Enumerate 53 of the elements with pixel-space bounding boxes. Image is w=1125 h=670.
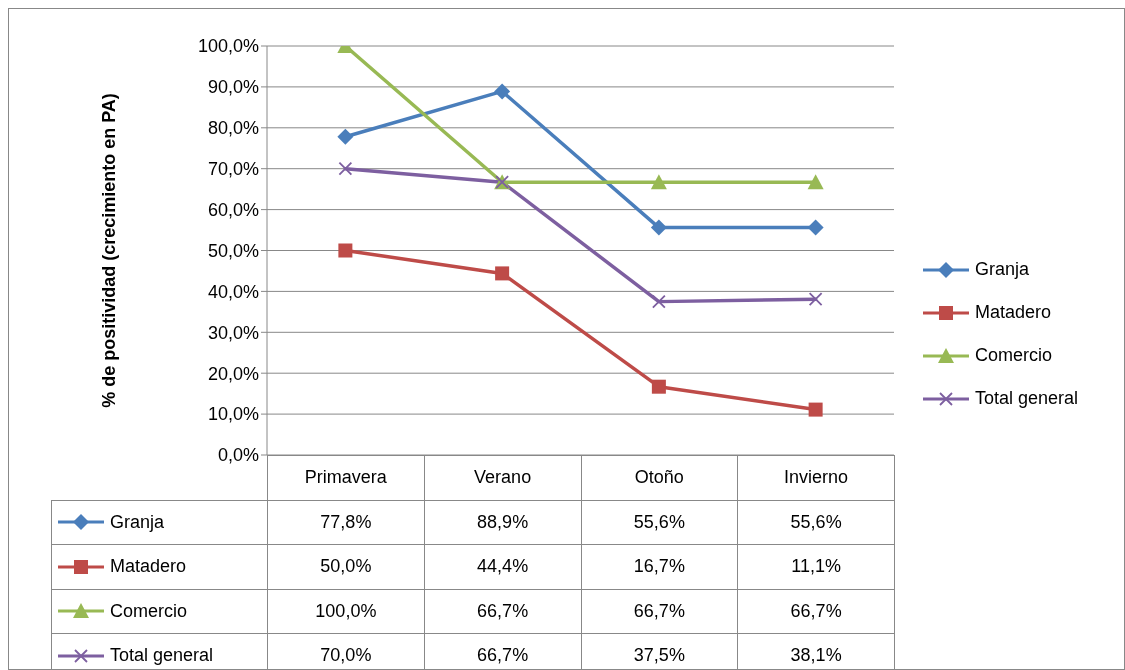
data-label: 38,1% — [737, 633, 895, 670]
y-tick-label: 10,0% — [207, 404, 259, 425]
legend-label: Total general — [975, 388, 1079, 409]
point — [338, 243, 353, 258]
y-tick-label: 20,0% — [207, 363, 259, 384]
point — [807, 219, 824, 236]
y-tick-label: 30,0% — [207, 322, 259, 343]
point — [494, 83, 511, 100]
x-tick-label: Verano — [423, 455, 582, 501]
text: Matadero — [110, 556, 187, 577]
point — [650, 219, 667, 236]
data-label: 11,1% — [737, 544, 895, 590]
data-label: 66,7% — [737, 588, 895, 634]
y-tick-label: 90,0% — [207, 77, 259, 98]
data-label: 50,0% — [267, 544, 425, 590]
y-tick-label: 70,0% — [207, 159, 259, 180]
y-axis-title: % de positividad (crecimiento en PA) — [99, 93, 120, 408]
data-label: 100,0% — [267, 588, 425, 634]
y-tick-label: 0,0% — [217, 445, 259, 466]
point — [650, 174, 667, 190]
point — [808, 402, 823, 417]
data-label: 44,4% — [423, 544, 582, 590]
data-label: 55,6% — [737, 499, 895, 545]
legend-label: Matadero — [975, 302, 1052, 323]
y-tick-label: 100,0% — [197, 36, 259, 57]
data-label: 55,6% — [580, 499, 739, 545]
point — [495, 266, 510, 281]
y-tick-label: 60,0% — [207, 199, 259, 220]
data-label: 77,8% — [267, 499, 425, 545]
text: Total general — [110, 645, 214, 666]
text: Comercio — [110, 600, 188, 621]
data-label: 66,7% — [423, 588, 582, 634]
data-label: 16,7% — [580, 544, 739, 590]
legend-label: Comercio — [975, 345, 1053, 366]
point — [807, 174, 824, 190]
data-label: 37,5% — [580, 633, 739, 670]
point — [337, 128, 354, 145]
point — [338, 161, 353, 176]
point — [808, 292, 823, 307]
y-tick-label: 50,0% — [207, 240, 259, 261]
data-label: 70,0% — [267, 633, 425, 670]
y-tick-label: 40,0% — [207, 281, 259, 302]
x-tick-label: Primavera — [267, 455, 425, 501]
data-label: 88,9% — [423, 499, 582, 545]
data-label: 66,7% — [580, 588, 739, 634]
x-tick-label: Otoño — [580, 455, 739, 501]
point — [651, 379, 666, 394]
y-tick-label: 80,0% — [207, 118, 259, 139]
legend-label: Granja — [975, 259, 1030, 280]
point — [651, 294, 666, 309]
text: Granja — [110, 511, 165, 532]
data-label: 66,7% — [423, 633, 582, 670]
x-tick-label: Invierno — [737, 455, 895, 501]
